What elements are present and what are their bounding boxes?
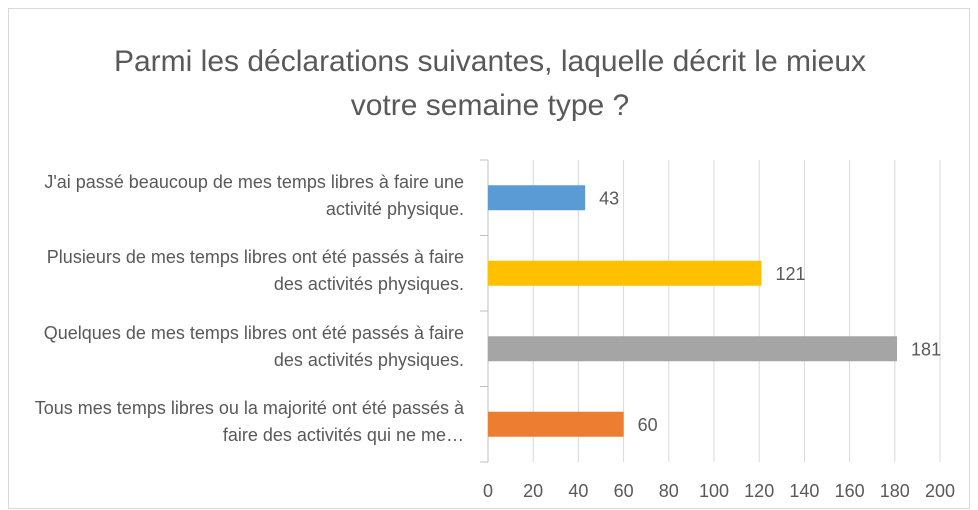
y-tick-label: Tous mes temps libres ou la majorité ont…: [34, 398, 464, 446]
y-tick-label: Quelques de mes temps libres ont été pas…: [43, 322, 464, 370]
x-tick-label: 140: [789, 481, 819, 501]
x-tick-label: 80: [659, 481, 679, 501]
chart-title: Parmi les déclarations suivantes, laquel…: [113, 45, 867, 122]
data-label: 121: [775, 264, 805, 284]
bar: [488, 411, 624, 437]
bar: [488, 185, 586, 211]
x-tick-label: 40: [568, 481, 588, 501]
x-tick-label: 200: [925, 481, 955, 501]
data-label: 43: [599, 189, 619, 209]
x-tick-label: 180: [880, 481, 910, 501]
data-label: 181: [911, 340, 941, 360]
x-tick-label: 160: [835, 481, 865, 501]
x-tick-label: 120: [744, 481, 774, 501]
x-tick-label: 0: [483, 481, 493, 501]
bar: [488, 336, 898, 362]
x-tick-label: 20: [523, 481, 543, 501]
chart-border: [8, 8, 970, 509]
bar: [488, 260, 762, 286]
y-tick-label: Plusieurs de mes temps libres ont été pa…: [46, 247, 464, 295]
x-tick-label: 100: [699, 481, 729, 501]
x-tick-label: 60: [614, 481, 634, 501]
y-tick-label: J'ai passé beaucoup de mes temps libres …: [44, 171, 464, 219]
data-label: 60: [638, 415, 658, 435]
